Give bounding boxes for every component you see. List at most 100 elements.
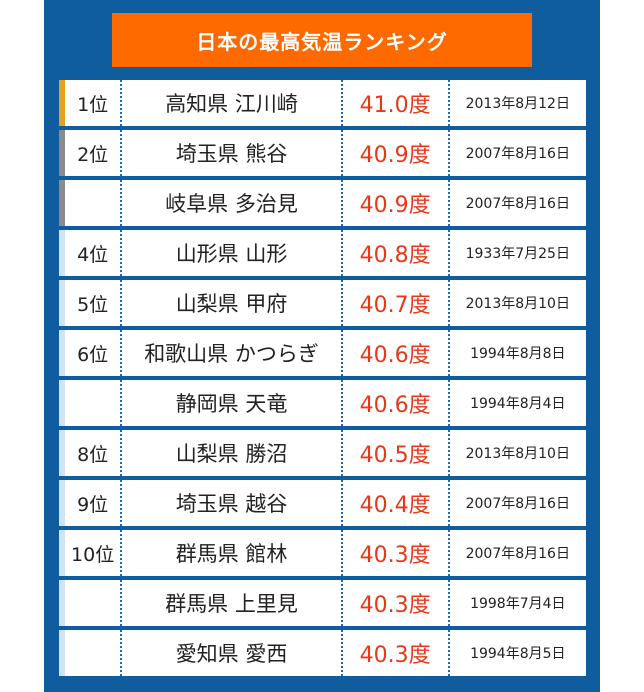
- column-divider: [340, 480, 343, 526]
- rank-marker: [59, 280, 65, 326]
- rank-cell: [65, 580, 120, 626]
- column-divider: [447, 180, 450, 226]
- column-divider: [340, 230, 343, 276]
- column-divider: [340, 630, 343, 676]
- column-divider: [340, 280, 343, 326]
- column-divider: [120, 630, 123, 676]
- table-row: 10位 群馬県 館林 40.3度 2007年8月16日: [59, 530, 586, 576]
- temperature-cell: 41.0度: [359, 93, 431, 118]
- place-cell: 高知県 江川崎: [165, 92, 298, 116]
- place-cell: 和歌山県 かつらぎ: [144, 342, 319, 366]
- column-divider: [340, 580, 343, 626]
- rank-cell: 8位: [77, 443, 109, 466]
- date-cell: 2007年8月16日: [465, 546, 570, 562]
- place-cell: 群馬県 上里見: [165, 592, 298, 616]
- place-cell: 群馬県 館林: [175, 542, 288, 566]
- column-divider: [120, 480, 123, 526]
- table-row: 4位 山形県 山形 40.8度 1933年7月25日: [59, 230, 586, 276]
- column-divider: [120, 580, 123, 626]
- date-cell: 2007年8月16日: [465, 146, 570, 162]
- place-cell: 山梨県 勝沼: [175, 442, 288, 466]
- rank-cell: 9位: [77, 493, 109, 516]
- rank-marker: [59, 380, 65, 426]
- ranking-panel: 日本の最高気温ランキング 1位 高知県 江川崎 41.0度 2013年8月12日 2位埼…: [44, 0, 600, 692]
- column-divider: [120, 180, 123, 226]
- column-divider: [447, 280, 450, 326]
- temperature-cell: 40.8度: [359, 243, 431, 268]
- rank-marker: [59, 480, 65, 526]
- rank-cell: [65, 380, 120, 426]
- table-row: 岐阜県 多治見 40.9度 2007年8月16日: [59, 180, 586, 226]
- column-divider: [120, 530, 123, 576]
- date-cell: 1998年7月4日: [470, 596, 566, 612]
- column-divider: [340, 530, 343, 576]
- temperature-cell: 40.6度: [359, 393, 431, 418]
- column-divider: [447, 630, 450, 676]
- column-divider: [120, 80, 123, 126]
- column-divider: [120, 130, 123, 176]
- column-divider: [447, 130, 450, 176]
- column-divider: [447, 480, 450, 526]
- rank-cell: 6位: [77, 343, 109, 366]
- rank-marker: [59, 430, 65, 476]
- rank-cell: [65, 630, 120, 676]
- table-row: 1位 高知県 江川崎 41.0度 2013年8月12日: [59, 80, 586, 126]
- rank-marker: [59, 580, 65, 626]
- date-cell: 2007年8月16日: [465, 196, 570, 212]
- date-cell: 1933年7月25日: [465, 246, 570, 262]
- table-row: 6位 和歌山県 かつらぎ 40.6度 1994年8月8日: [59, 330, 586, 376]
- column-divider: [120, 380, 123, 426]
- column-divider: [340, 80, 343, 126]
- place-cell: 埼玉県 熊谷: [175, 142, 288, 166]
- rank-cell: 2位: [77, 143, 109, 166]
- column-divider: [340, 330, 343, 376]
- column-divider: [340, 380, 343, 426]
- place-cell: 静岡県 天竜: [175, 392, 288, 416]
- temperature-cell: 40.9度: [359, 193, 431, 218]
- column-divider: [120, 430, 123, 476]
- column-divider: [447, 580, 450, 626]
- column-divider: [340, 430, 343, 476]
- date-cell: 1994年8月4日: [470, 396, 566, 412]
- column-divider: [340, 180, 343, 226]
- rank-marker: [59, 630, 65, 676]
- temperature-cell: 40.7度: [359, 293, 431, 318]
- date-cell: 2007年8月16日: [465, 496, 570, 512]
- place-cell: 埼玉県 越谷: [175, 492, 288, 516]
- table-row: 2位 埼玉県 熊谷 40.9度 2007年8月16日: [59, 130, 586, 176]
- date-cell: 1994年8月8日: [470, 346, 566, 362]
- column-divider: [447, 530, 450, 576]
- temperature-cell: 40.3度: [359, 543, 431, 568]
- table-row: 群馬県 上里見 40.3度 1998年7月4日: [59, 580, 586, 626]
- temperature-cell: 40.9度: [359, 143, 431, 168]
- column-divider: [447, 330, 450, 376]
- date-cell: 2013年8月12日: [465, 96, 570, 112]
- rank-cell: 4位: [77, 243, 109, 266]
- table-row: 8位 山梨県 勝沼 40.5度 2013年8月10日: [59, 430, 586, 476]
- table-row: 静岡県 天竜 40.6度 1994年8月4日: [59, 380, 586, 426]
- column-divider: [447, 430, 450, 476]
- rank-marker: [59, 80, 65, 126]
- rank-marker: [59, 130, 65, 176]
- column-divider: [340, 130, 343, 176]
- rank-cell: 5位: [77, 293, 109, 316]
- rank-marker: [59, 530, 65, 576]
- rank-marker: [59, 230, 65, 276]
- page-title: 日本の最高気温ランキング: [112, 13, 532, 67]
- column-divider: [120, 280, 123, 326]
- date-cell: 2013年8月10日: [465, 446, 570, 462]
- column-divider: [120, 330, 123, 376]
- rank-cell: [65, 180, 120, 226]
- column-divider: [447, 230, 450, 276]
- rank-marker: [59, 180, 65, 226]
- date-cell: 1994年8月5日: [470, 646, 566, 662]
- table-row: 5位 山梨県 甲府 40.7度 2013年8月10日: [59, 280, 586, 326]
- column-divider: [447, 80, 450, 126]
- place-cell: 岐阜県 多治見: [165, 192, 298, 216]
- temperature-cell: 40.5度: [359, 443, 431, 468]
- temperature-cell: 40.4度: [359, 493, 431, 518]
- date-cell: 2013年8月10日: [465, 296, 570, 312]
- rank-cell: 10位: [71, 543, 115, 566]
- place-cell: 愛知県 愛西: [175, 642, 288, 666]
- column-divider: [447, 380, 450, 426]
